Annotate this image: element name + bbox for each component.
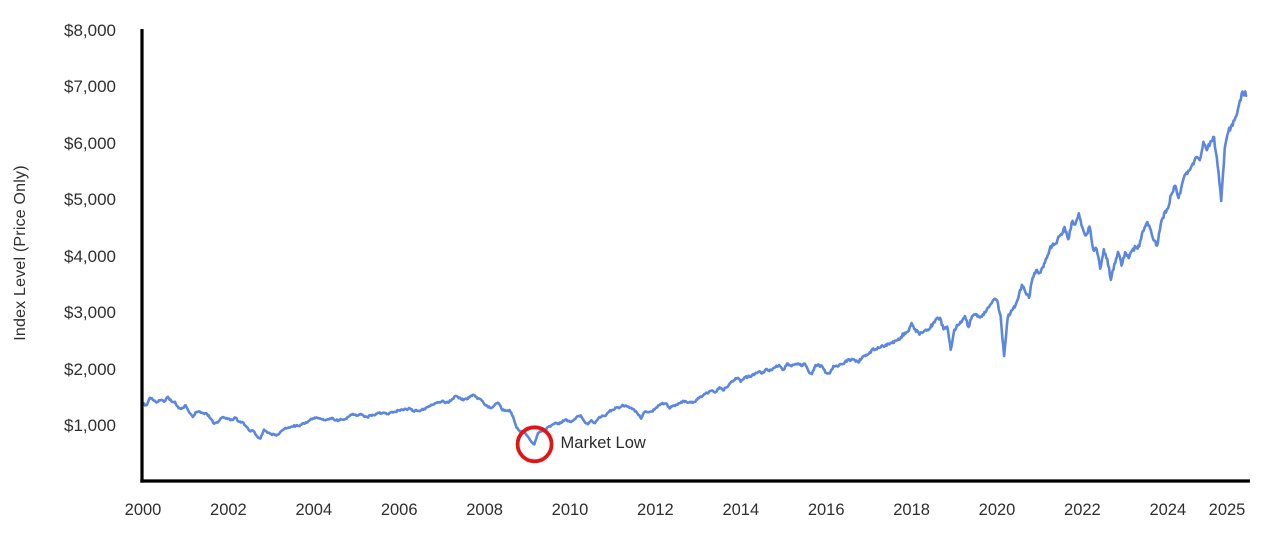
x-tick-label: 2016 — [807, 501, 845, 519]
y-tick-label: $1,000 — [64, 416, 116, 435]
x-tick-label: 2002 — [210, 501, 247, 519]
y-tick-label: $6,000 — [64, 133, 116, 153]
x-tick-label: 2014 — [722, 501, 760, 519]
index-series-line — [141, 90, 1248, 446]
y-tick-label: $5,000 — [64, 190, 116, 210]
x-tick-label: 2004 — [295, 501, 333, 519]
y-tick-label: $2,000 — [64, 359, 116, 379]
x-tick-label: 2020 — [978, 501, 1016, 519]
market-low-annotation-label: Market Low — [560, 434, 646, 453]
x-tick-label: 2018 — [893, 501, 930, 519]
x-tick-label: 2025 — [1208, 501, 1246, 519]
x-tick-label: 2012 — [637, 501, 674, 519]
x-tick-label: 2022 — [1064, 501, 1101, 519]
market-low-circle — [515, 425, 554, 464]
y-tick-label: $3,000 — [64, 303, 116, 323]
y-tick-label: $8,000 — [64, 20, 116, 40]
y-tick-label: $7,000 — [64, 77, 116, 97]
x-tick-label: 2010 — [551, 501, 589, 519]
x-tick-label: 2000 — [124, 501, 162, 519]
y-tick-label: $4,000 — [64, 246, 116, 266]
x-tick-label: 2008 — [466, 501, 503, 519]
x-tick-label: 2006 — [380, 501, 418, 519]
x-tick-label: 2024 — [1149, 501, 1187, 519]
